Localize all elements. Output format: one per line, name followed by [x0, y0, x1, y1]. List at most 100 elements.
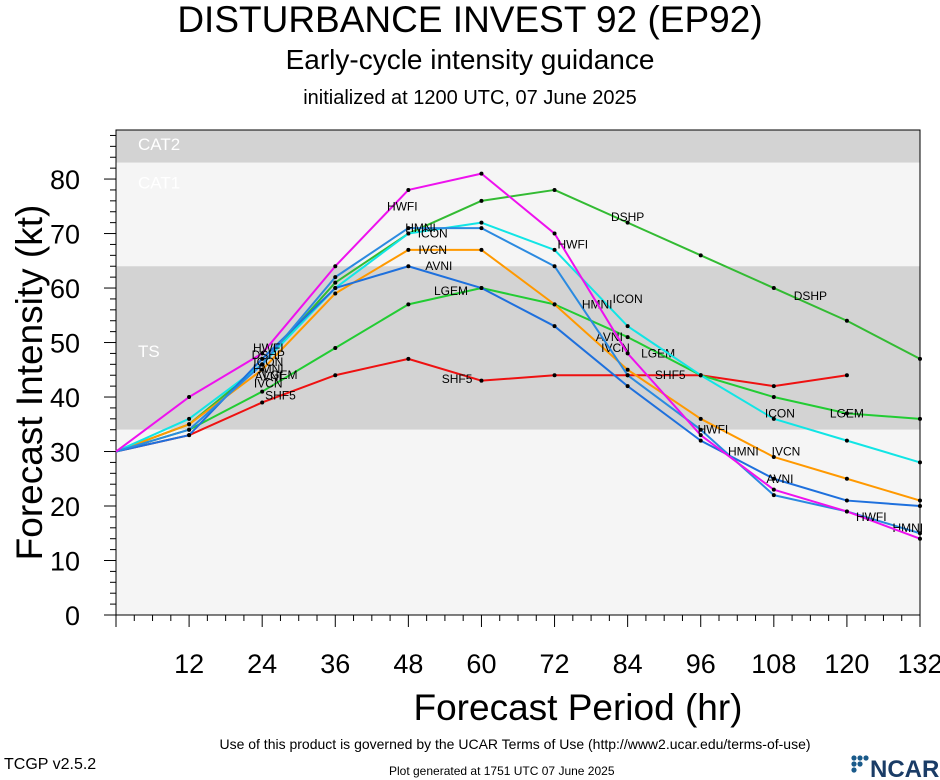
series-label-hwfi: HWFI: [856, 510, 887, 524]
data-point-avni: [771, 476, 776, 481]
x-tick-label: 120: [824, 649, 869, 679]
data-point-ivcn: [333, 291, 338, 296]
series-hwfi: HWFI HWFI HWFI HWFI: [115, 171, 922, 541]
data-point-hmni: [918, 531, 922, 536]
band-label-cat2: CAT2: [138, 135, 180, 154]
data-point-hmni: [333, 275, 338, 280]
series-label-lgem: LGEM: [830, 406, 864, 420]
data-point-hmni: [187, 427, 192, 432]
data-point-icon: [698, 373, 703, 378]
data-point-lgem: [771, 395, 776, 400]
series-ivcn: IVCN IVCN IVCN: [115, 243, 922, 503]
series-line-ivcn: [115, 248, 921, 502]
data-point-hwfi: [918, 536, 922, 541]
data-point-dshp: [918, 356, 922, 361]
data-point-ivcn: [698, 416, 703, 421]
y-tick-label: 40: [50, 383, 80, 413]
data-point-hwfi: [771, 487, 776, 492]
data-point-avni: [918, 504, 922, 509]
data-point-avni: [625, 384, 630, 389]
series-label-hwfi: HWFI: [253, 341, 284, 355]
data-point-icon: [406, 231, 411, 236]
series-label-hmni: HMNI: [728, 445, 759, 459]
series-label-dshp: DSHP: [611, 210, 644, 224]
series-label-ivcn: IVCN: [418, 243, 447, 257]
data-point-icon: [187, 416, 192, 421]
data-point-avni: [406, 264, 411, 269]
y-tick-label: 10: [50, 547, 80, 577]
data-point-icon: [552, 247, 557, 252]
series-label-ivcn: IVCN: [772, 445, 801, 459]
series-line-lgem: [115, 287, 921, 453]
data-point-hwfi: [333, 264, 338, 269]
data-point-ivcn: [625, 367, 630, 372]
y-tick-label: 20: [50, 492, 80, 522]
data-point-ivcn: [771, 454, 776, 459]
series-icon: ICON ICON ICON: [115, 220, 922, 465]
x-tick-label: 72: [540, 649, 570, 679]
chart-title: DISTURBANCE INVEST 92 (EP92): [177, 0, 763, 40]
chart-subtitle: Early-cycle intensity guidance: [285, 44, 655, 75]
data-point-shf5: [552, 373, 557, 378]
x-tick-label: 36: [320, 649, 350, 679]
y-tick-label: 0: [65, 601, 80, 631]
x-tick-label: 96: [686, 649, 716, 679]
data-point-dshp: [844, 318, 849, 323]
series-label-hmni: HMNI: [405, 221, 436, 235]
series-label-dshp: DSHP: [794, 289, 827, 303]
x-axis-label: Forecast Period (hr): [414, 687, 743, 728]
data-point-hmni: [698, 427, 703, 432]
x-tick-label: 48: [393, 649, 423, 679]
data-point-icon: [625, 324, 630, 329]
x-tick-label: 132: [897, 649, 940, 679]
band-label-cat1: CAT1: [138, 174, 180, 193]
data-point-hwfi: [625, 351, 630, 356]
series-label-hmni: HMNI: [892, 521, 923, 535]
series-label-lgem: LGEM: [641, 346, 675, 360]
x-tick-label: 60: [466, 649, 496, 679]
series-label-lgem: LGEM: [434, 284, 468, 298]
series-label-hwfi: HWFI: [387, 199, 418, 213]
series-label-lgem: LGEM: [263, 368, 297, 382]
data-point-lgem: [844, 411, 849, 416]
data-point-hwfi: [406, 187, 411, 192]
series-label-avni: AVNI: [425, 259, 452, 273]
data-point-lgem: [406, 302, 411, 307]
data-point-dshp: [625, 220, 630, 225]
y-tick-label: 60: [50, 274, 80, 304]
data-point-icon: [771, 416, 776, 421]
data-point-hmni: [479, 226, 484, 231]
data-point-avni: [698, 438, 703, 443]
series-line-hwfi: [115, 172, 921, 540]
data-point-lgem: [625, 335, 630, 340]
data-point-ivcn: [552, 302, 557, 307]
series-hmni: HMNI HMNI HMNI HMNI: [115, 221, 923, 536]
data-point-hwfi: [260, 351, 265, 356]
data-point-avni: [187, 433, 192, 438]
y-tick-label: 30: [50, 438, 80, 468]
data-point-hmni: [625, 373, 630, 378]
series-line-icon: [115, 221, 921, 464]
data-point-hwfi: [187, 395, 192, 400]
x-tick-label: 12: [174, 649, 204, 679]
data-point-hwfi: [479, 171, 484, 176]
data-point-shf5: [333, 373, 338, 378]
data-point-avni: [479, 286, 484, 291]
data-point-shf5: [406, 356, 411, 361]
data-point-dshp: [771, 286, 776, 291]
series-label-hwfi: HWFI: [698, 423, 729, 437]
series-label-icon: ICON: [613, 292, 643, 306]
series-label-hmni: HMNI: [253, 362, 284, 376]
data-point-icon: [479, 220, 484, 225]
y-axis-label: Forecast Intensity (kt): [9, 205, 50, 561]
svg-text:NCAR: NCAR: [870, 756, 939, 780]
x-tick-label: 84: [613, 649, 643, 679]
data-point-ivcn: [844, 476, 849, 481]
data-point-shf5: [844, 373, 849, 378]
band-label-ts: TS: [138, 342, 160, 361]
data-point-hmni: [406, 226, 411, 231]
data-point-hmni: [552, 264, 557, 269]
series-label-icon: ICON: [765, 406, 795, 420]
data-point-hmni: [771, 493, 776, 498]
